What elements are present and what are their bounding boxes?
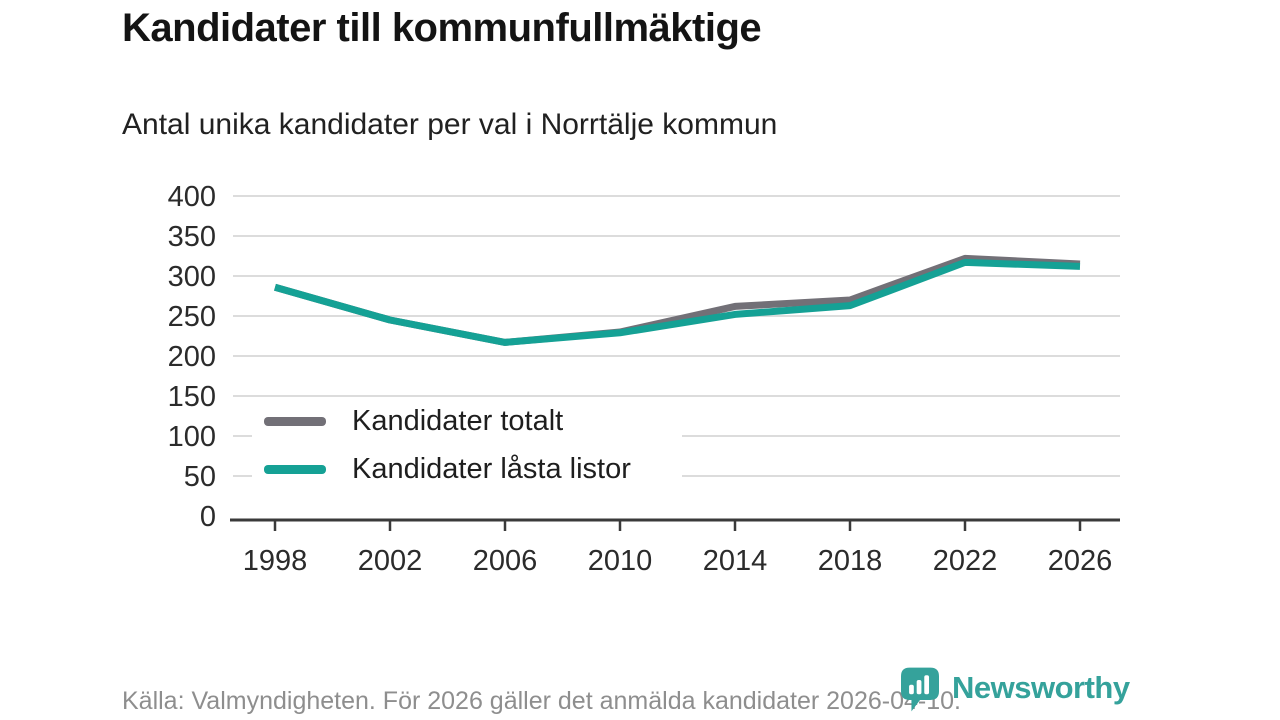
legend-label-locked-lists: Kandidater låsta listor: [352, 452, 631, 485]
newsworthy-pin-bar-chart-icon: [901, 667, 939, 712]
legend-item-total: Kandidater totalt: [252, 399, 682, 444]
svg-text:2010: 2010: [588, 545, 653, 577]
svg-text:150: 150: [168, 381, 216, 413]
svg-text:0: 0: [200, 501, 216, 533]
legend-label-total: Kandidater totalt: [352, 405, 564, 438]
chart-title: Kandidater till kommunfullmäktige: [122, 6, 762, 50]
legend-swatch-locked-lists-line-icon: [264, 464, 326, 474]
source-note: Källa: Valmyndigheten. För 2026 gäller d…: [122, 687, 961, 715]
svg-text:1998: 1998: [243, 545, 308, 577]
svg-text:250: 250: [168, 301, 216, 333]
chart-subtitle: Antal unika kandidater per val i Norrtäl…: [122, 108, 778, 141]
legend-item-locked-lists: Kandidater låsta listor: [252, 447, 682, 492]
svg-text:50: 50: [184, 461, 216, 493]
svg-text:2002: 2002: [358, 545, 423, 577]
svg-text:100: 100: [168, 421, 216, 453]
chart-legend: Kandidater totalt Kandidater låsta listo…: [252, 398, 682, 493]
newsworthy-logo-text: Newsworthy: [952, 670, 1130, 705]
svg-text:2022: 2022: [933, 545, 998, 577]
legend-swatch-total-line-icon: [264, 417, 326, 427]
svg-text:200: 200: [168, 341, 216, 373]
svg-text:2014: 2014: [703, 545, 768, 577]
svg-text:350: 350: [168, 221, 216, 253]
svg-text:2026: 2026: [1048, 545, 1113, 577]
svg-text:400: 400: [168, 181, 216, 213]
svg-text:2006: 2006: [473, 545, 538, 577]
svg-text:2018: 2018: [818, 545, 883, 577]
svg-text:300: 300: [168, 261, 216, 293]
